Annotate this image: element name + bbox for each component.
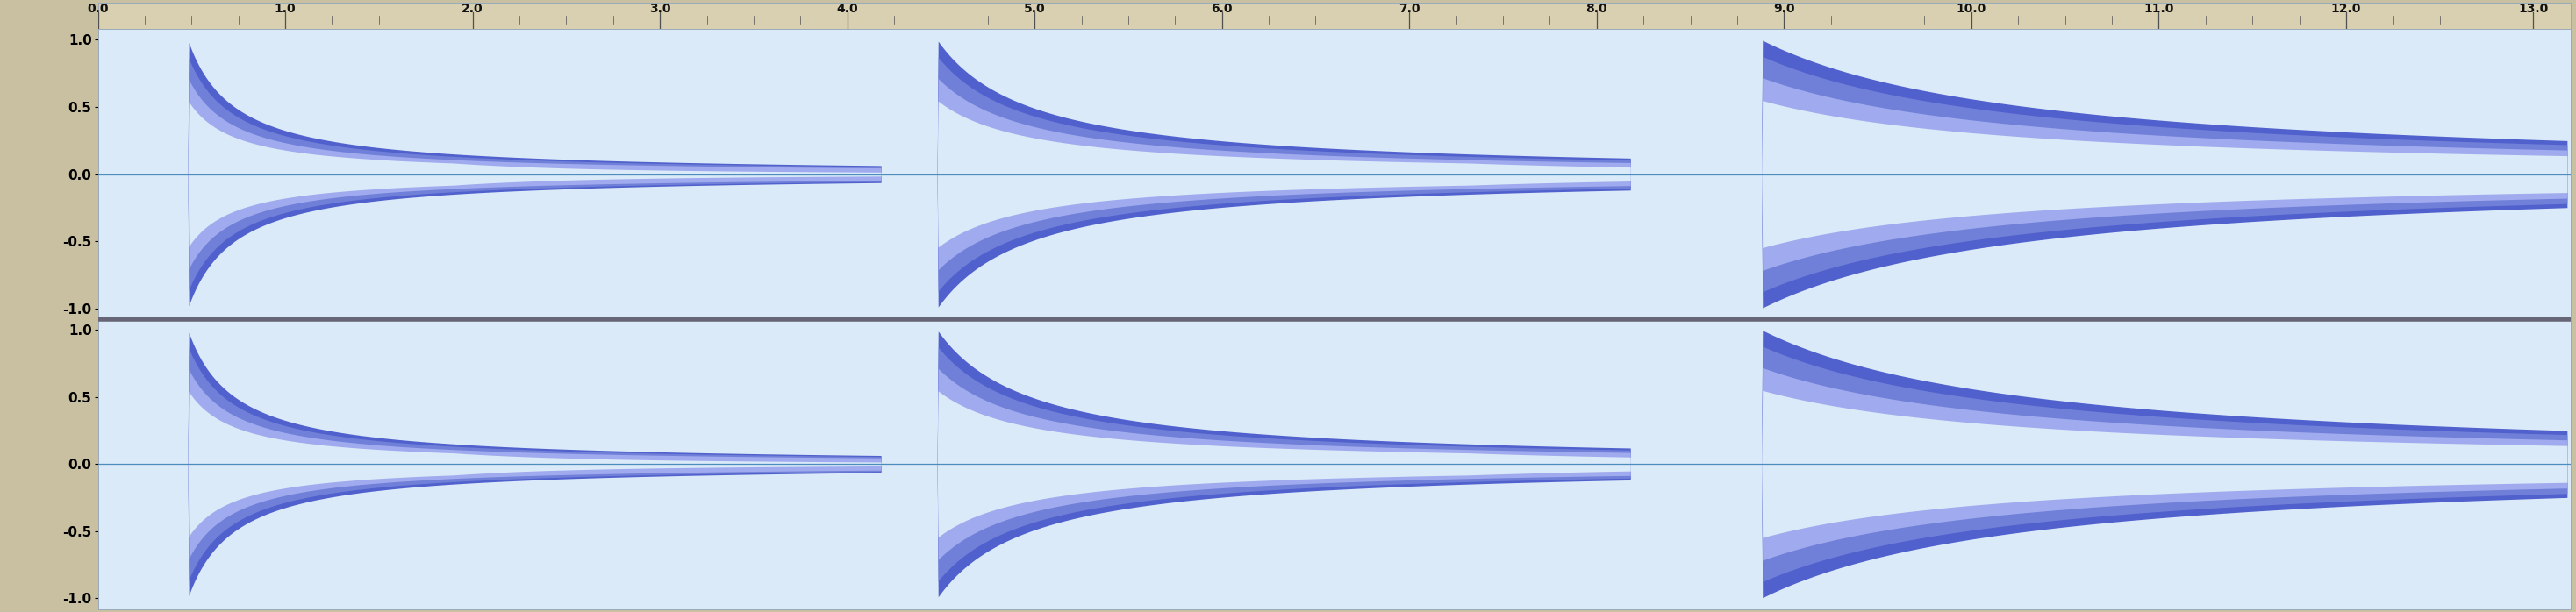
Text: 3.0: 3.0: [649, 3, 670, 15]
Text: 9.0: 9.0: [1772, 3, 1795, 15]
Text: 7.0: 7.0: [1399, 3, 1419, 15]
Text: 2.0: 2.0: [461, 3, 484, 15]
Text: 13.0: 13.0: [2519, 3, 2548, 15]
Text: 10.0: 10.0: [1955, 3, 1986, 15]
Text: 12.0: 12.0: [2331, 3, 2362, 15]
Text: 5.0: 5.0: [1023, 3, 1046, 15]
Text: 1.0: 1.0: [276, 3, 296, 15]
Text: 4.0: 4.0: [837, 3, 858, 15]
Text: 11.0: 11.0: [2143, 3, 2174, 15]
Text: 0.0: 0.0: [88, 3, 108, 15]
Text: 8.0: 8.0: [1587, 3, 1607, 15]
Text: 6.0: 6.0: [1211, 3, 1234, 15]
